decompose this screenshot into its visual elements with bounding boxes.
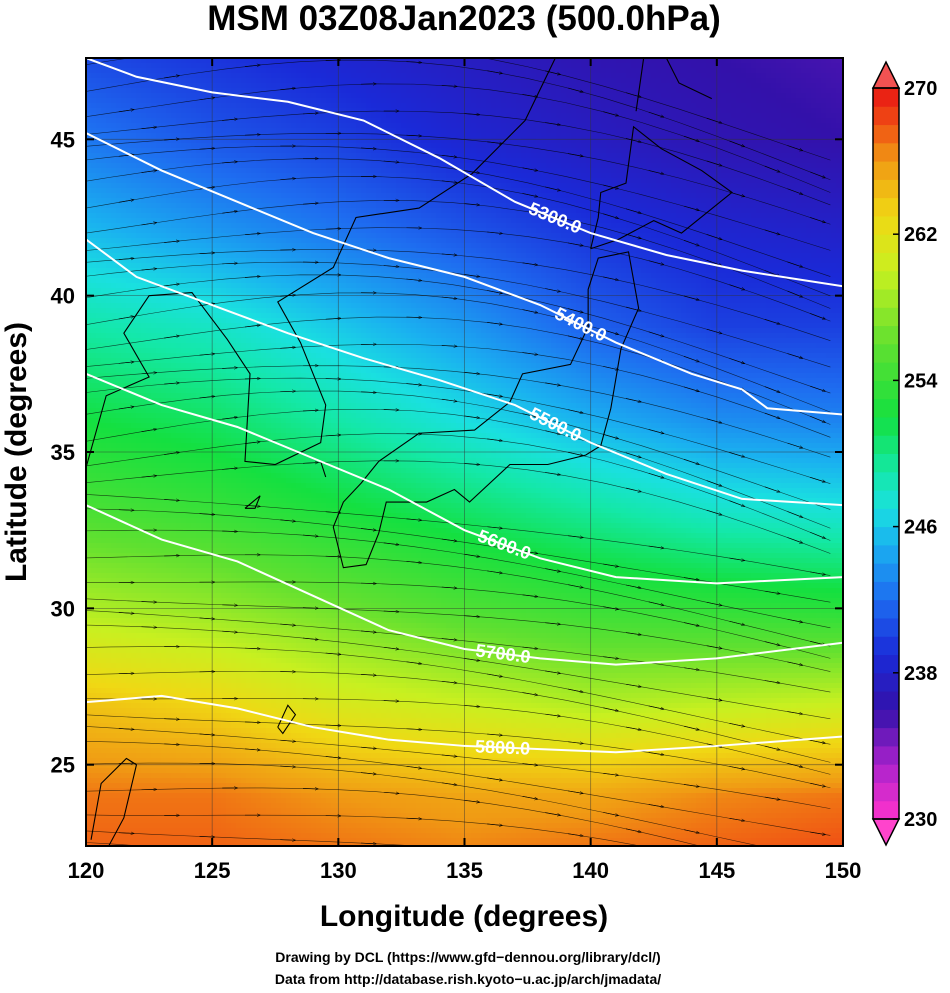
colorbar-tick-label: 230 <box>904 809 937 831</box>
y-tick-label: 25 <box>51 753 75 778</box>
colorbar: 270 262 254 246 238 230 <box>871 60 938 847</box>
chart-title: MSM 03Z08Jan2023 (500.0hPa) <box>207 0 721 38</box>
contour-5600.0 <box>86 372 843 585</box>
credit-line-2: Data from http://database.rish.kyoto−u.a… <box>275 971 661 987</box>
x-tick-label: 150 <box>825 858 862 883</box>
x-tick-label: 135 <box>446 858 483 883</box>
y-tick-label: 45 <box>51 127 75 152</box>
credit-line-1: Drawing by DCL (https://www.gfd−dennou.o… <box>275 949 660 965</box>
coastlines <box>86 58 733 846</box>
contour-5400.0 <box>86 132 843 416</box>
x-tick-label: 140 <box>572 858 609 883</box>
contour-5800.0 <box>86 694 843 754</box>
x-tick-label: 120 <box>68 858 105 883</box>
colorbar-tick-label: 238 <box>904 663 937 685</box>
colorbar-bottom-arrow <box>871 818 901 847</box>
y-tick-label: 35 <box>51 440 75 465</box>
x-tick-label: 145 <box>698 858 735 883</box>
colorbar-tick-label: 262 <box>904 224 937 246</box>
y-tick-label: 40 <box>51 284 75 309</box>
contour-label: 5800.0 <box>475 736 531 758</box>
y-tick-label: 30 <box>51 596 75 621</box>
x-tick-label: 130 <box>320 858 357 883</box>
wind-streamlines <box>86 58 831 846</box>
contour-5300.0 <box>86 58 843 288</box>
x-axis-ticks: 120 125 130 135 140 145 150 <box>68 58 862 883</box>
y-axis-label: Latitude (degrees) <box>0 322 33 582</box>
y-axis-ticks: 25 30 35 40 45 <box>51 127 843 778</box>
colorbar-top-arrow <box>871 60 901 89</box>
x-axis-label: Longitude (degrees) <box>320 900 608 933</box>
colorbar-tick-label: 270 <box>904 78 937 100</box>
colorbar-tick-label: 246 <box>904 517 937 539</box>
contour-5500.0 <box>86 238 843 507</box>
x-tick-label: 125 <box>194 858 231 883</box>
contour-5700.0 <box>86 504 843 666</box>
colorbar-frame <box>872 87 900 820</box>
colorbar-tick-label: 254 <box>904 370 938 392</box>
